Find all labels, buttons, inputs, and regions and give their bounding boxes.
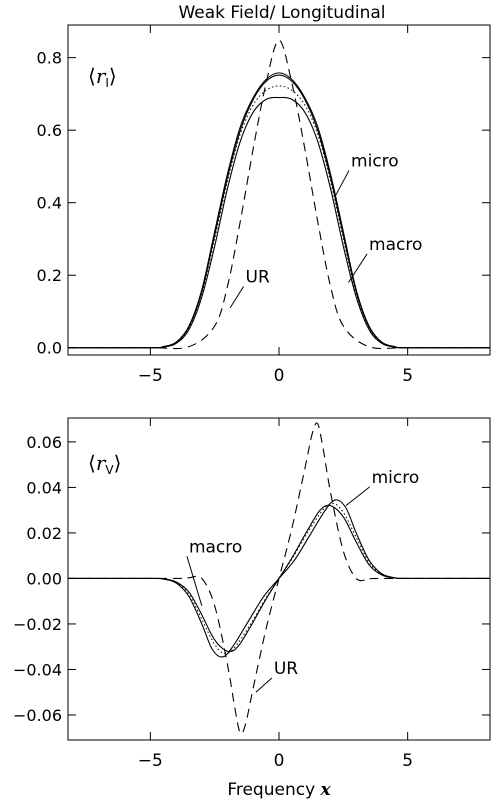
annotation-leader-macro — [186, 556, 203, 606]
figure-title: Weak Field/ Longitudinal — [178, 3, 385, 23]
series-micro-top — [67, 72, 491, 349]
panel-bottom: −5 0 5 −0.06 −0.04 −0.02 0.00 0.02 0.04 0.06 mic… — [13, 417, 491, 771]
y-tick-label: −0.02 — [13, 615, 62, 634]
x-tick-label: 5 — [402, 751, 413, 771]
y-tick-label: 0.4 — [37, 194, 62, 213]
series-macro-bottom — [67, 504, 491, 653]
series-line-4-top — [67, 74, 491, 349]
y-tick-label: 0.06 — [26, 433, 62, 452]
y-tick-label: −0.04 — [13, 660, 62, 679]
annotations-bottom: micro macro UR — [186, 468, 420, 693]
y-tick-label: 0.02 — [26, 524, 62, 543]
y-tick-label: 0.6 — [37, 121, 62, 140]
annotation-ur: UR — [274, 659, 298, 679]
series-line-3-top — [67, 85, 491, 349]
x-tick-label: 5 — [402, 366, 413, 386]
annotation-micro: micro — [372, 468, 420, 488]
annotation-macro: macro — [189, 537, 242, 557]
series-line-2-top — [67, 96, 491, 349]
annotation-leader-macro — [348, 253, 368, 283]
y-ticks-bottom: −0.06 −0.04 −0.02 0.00 0.02 0.04 0.06 — [13, 433, 490, 725]
annotation-leader-micro — [335, 170, 350, 196]
x-ticks-bottom: −5 0 5 — [138, 418, 413, 771]
y-tick-label: 0.8 — [37, 49, 62, 68]
annotations-top: micro macro UR — [229, 151, 422, 309]
panel-label-bottom-symbol: r — [96, 451, 107, 475]
y-tick-label: 0.2 — [37, 266, 62, 285]
x-axis-label-text: Frequency — [227, 780, 315, 800]
y-tick-label: −0.06 — [13, 706, 62, 725]
curves-bottom — [67, 422, 491, 735]
x-axis-label-symbol: x — [320, 780, 332, 800]
y-tick-label: 0.0 — [37, 339, 62, 358]
x-ticks-top: −5 0 5 — [138, 25, 413, 386]
annotation-micro: micro — [351, 151, 399, 171]
panel-label-top: ⟨rI⟩ — [88, 64, 117, 90]
panel-label-bottom-subscript: V — [105, 463, 114, 477]
x-tick-label: −5 — [138, 366, 163, 386]
x-tick-label: −5 — [138, 751, 163, 771]
annotation-leader-ur — [255, 677, 273, 693]
y-ticks-top: 0.0 0.2 0.4 0.6 0.8 — [37, 49, 490, 358]
annotation-macro: macro — [369, 235, 422, 255]
annotation-ur: UR — [246, 267, 270, 287]
annotation-leader-ur — [229, 286, 244, 309]
annotation-leader-micro — [345, 486, 370, 507]
panel-label-top-symbol: r — [96, 64, 107, 88]
x-tick-label: 0 — [274, 366, 285, 386]
y-tick-label: 0.00 — [26, 569, 62, 588]
panel-label-bottom: ⟨rV⟩ — [88, 451, 121, 477]
y-tick-label: 0.04 — [26, 478, 62, 497]
panel-label-top-subscript: I — [105, 76, 109, 90]
x-tick-label: 0 — [274, 751, 285, 771]
curves-top — [67, 39, 491, 350]
series-line-3-bottom — [67, 502, 491, 655]
series-ur-top — [67, 39, 491, 350]
panel-top: −5 0 5 0.0 0.2 0.4 0.6 0.8 micro macro UR ⟨rI⟩ — [37, 24, 491, 386]
x-axis-label: Frequency x — [227, 780, 331, 800]
